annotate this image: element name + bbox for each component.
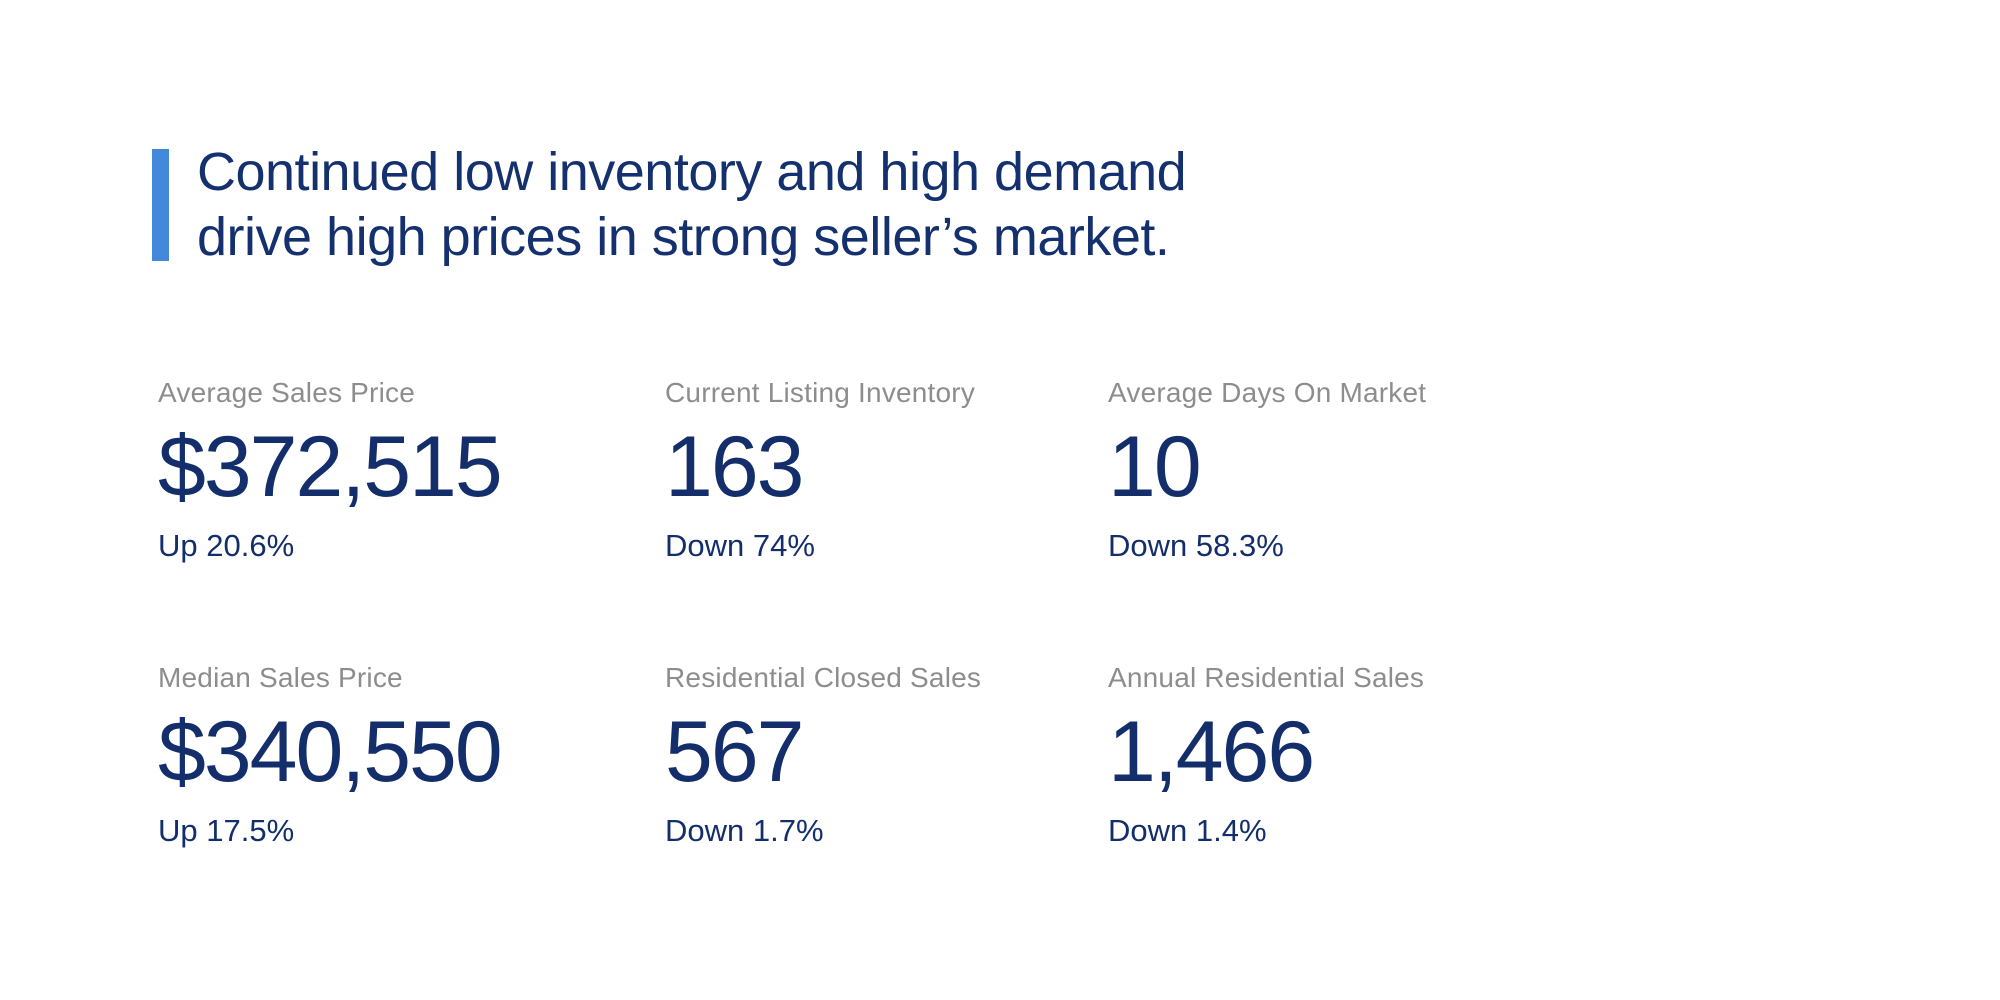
stat-card-annual-residential-sales: Annual Residential Sales 1,466 Down 1.4% bbox=[1108, 663, 1628, 849]
stat-change: Up 17.5% bbox=[158, 813, 295, 848]
stat-value: $372,515 bbox=[158, 419, 503, 515]
headline-line-2: drive high prices in strong seller’s mar… bbox=[197, 207, 1170, 267]
stat-card-median-sales-price: Median Sales Price $340,550 Up 17.5% bbox=[158, 663, 665, 849]
headline-section: Continued low inventory and high demand … bbox=[152, 140, 1187, 270]
accent-bar bbox=[152, 149, 169, 261]
stat-label: Median Sales Price bbox=[158, 662, 403, 693]
stat-value: 567 bbox=[665, 704, 805, 800]
stat-label: Average Sales Price bbox=[158, 377, 415, 408]
stat-change: Down 1.4% bbox=[1108, 813, 1267, 848]
stat-card-current-listing-inventory: Current Listing Inventory 163 Down 74% bbox=[665, 378, 1108, 564]
stat-label: Annual Residential Sales bbox=[1108, 662, 1425, 693]
stat-card-average-sales-price: Average Sales Price $372,515 Up 20.6% bbox=[158, 378, 665, 564]
stat-change: Up 20.6% bbox=[158, 528, 295, 563]
stat-value: 10 bbox=[1108, 419, 1202, 515]
stat-card-average-days-on-market: Average Days On Market 10 Down 58.3% bbox=[1108, 378, 1628, 564]
stat-value: $340,550 bbox=[158, 704, 503, 800]
stat-value: 1,466 bbox=[1108, 704, 1315, 800]
page-title: Continued low inventory and high demand … bbox=[197, 140, 1187, 270]
stat-card-residential-closed-sales: Residential Closed Sales 567 Down 1.7% bbox=[665, 663, 1108, 849]
stat-label: Residential Closed Sales bbox=[665, 662, 982, 693]
stat-label: Current Listing Inventory bbox=[665, 377, 976, 408]
stat-change: Down 58.3% bbox=[1108, 528, 1284, 563]
stats-grid: Average Sales Price $372,515 Up 20.6% Cu… bbox=[158, 378, 1628, 849]
headline-line-1: Continued low inventory and high demand bbox=[197, 142, 1187, 202]
stat-label: Average Days On Market bbox=[1108, 377, 1427, 408]
stat-change: Down 74% bbox=[665, 528, 815, 563]
stat-change: Down 1.7% bbox=[665, 813, 824, 848]
stat-value: 163 bbox=[665, 419, 805, 515]
